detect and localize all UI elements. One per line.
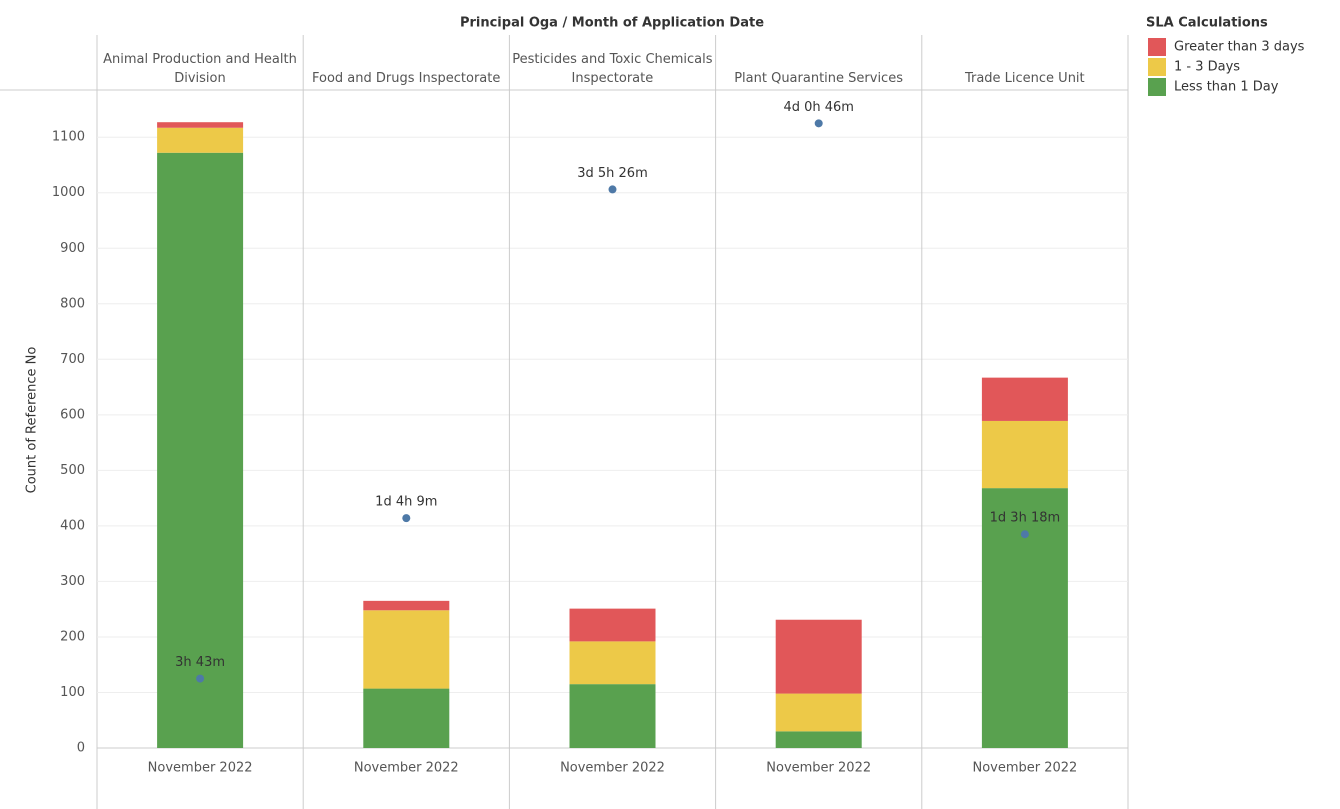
- x-tick-label: November 2022: [766, 761, 871, 776]
- y-tick-label: 600: [60, 407, 85, 422]
- y-tick-label: 300: [60, 574, 85, 589]
- bar-segment: [157, 152, 244, 749]
- y-tick-label: 800: [60, 296, 85, 311]
- y-tick-label: 500: [60, 463, 85, 478]
- bar-segment: [569, 641, 656, 685]
- bar-segment: [157, 127, 244, 153]
- legend-label: 1 - 3 Days: [1174, 60, 1240, 75]
- bar-segment: [157, 122, 244, 128]
- dot-label: 1d 3h 18m: [990, 511, 1061, 526]
- x-tick-label: November 2022: [354, 761, 459, 776]
- chart-title: Principal Oga / Month of Application Dat…: [460, 16, 764, 31]
- dot: [608, 185, 617, 194]
- column-header: Plant Quarantine Services: [734, 71, 903, 86]
- column-header: Animal Production and Health Division: [103, 52, 297, 86]
- y-tick-label: 900: [60, 241, 85, 256]
- bar-segment: [981, 488, 1068, 748]
- bar-segment: [775, 693, 862, 732]
- y-tick-label: 1000: [52, 185, 85, 200]
- bar-segment: [363, 688, 450, 748]
- bar-segment: [569, 684, 656, 748]
- y-tick-label: 100: [60, 685, 85, 700]
- dot: [196, 674, 205, 683]
- x-tick-label: November 2022: [560, 761, 665, 776]
- bar-segment: [569, 608, 656, 642]
- dot-label: 3h 43m: [175, 655, 225, 670]
- legend-label: Less than 1 Day: [1174, 80, 1279, 95]
- bar-segment: [775, 731, 862, 748]
- bar-segment: [363, 610, 450, 689]
- dot-label: 3d 5h 26m: [577, 166, 648, 181]
- y-tick-label: 0: [77, 741, 85, 756]
- legend-label: Greater than 3 days: [1174, 40, 1305, 55]
- y-tick-label: 700: [60, 352, 85, 367]
- x-tick-label: November 2022: [972, 761, 1077, 776]
- legend-swatch: [1148, 38, 1166, 56]
- y-axis-label: Count of Reference No: [25, 347, 40, 494]
- column-header: Food and Drugs Inspectorate: [312, 71, 501, 86]
- column-header: Trade Licence Unit: [964, 71, 1085, 86]
- dot-label: 1d 4h 9m: [375, 495, 437, 510]
- legend-swatch: [1148, 78, 1166, 96]
- column-header: Pesticides and Toxic Chemicals Inspector…: [512, 52, 713, 86]
- bar-segment: [981, 377, 1068, 421]
- legend-swatch: [1148, 58, 1166, 76]
- y-tick-label: 400: [60, 518, 85, 533]
- bar-segment: [981, 420, 1068, 489]
- bar-segment: [775, 619, 862, 694]
- dot-label: 4d 0h 46m: [783, 100, 854, 115]
- y-tick-label: 1100: [52, 130, 85, 145]
- dot: [814, 119, 823, 128]
- bar-segment: [363, 600, 450, 611]
- legend-title: SLA Calculations: [1146, 16, 1268, 31]
- x-tick-label: November 2022: [148, 761, 253, 776]
- dot: [1020, 530, 1029, 539]
- dot: [402, 514, 411, 523]
- y-tick-label: 200: [60, 629, 85, 644]
